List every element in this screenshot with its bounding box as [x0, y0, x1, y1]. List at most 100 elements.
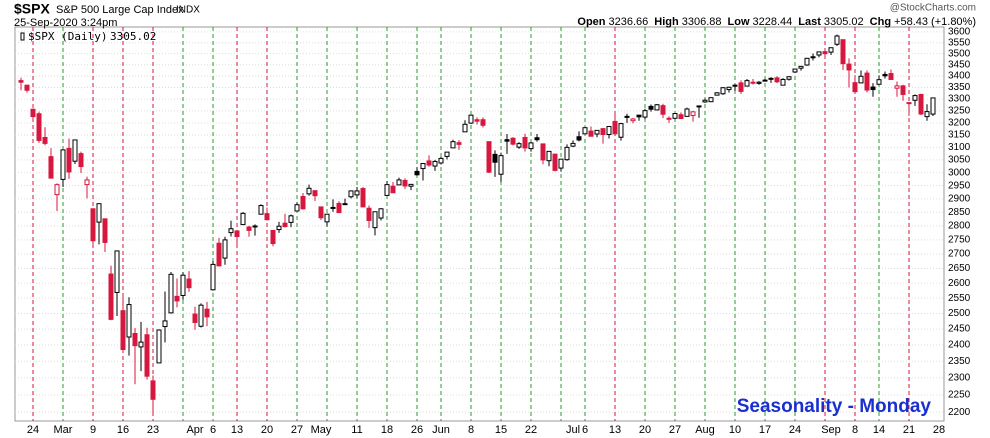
candle-body — [18, 80, 24, 83]
candle-body — [186, 278, 192, 289]
y-tick-label: 2800 — [948, 221, 971, 232]
candle-body — [126, 304, 132, 338]
candle-body — [66, 147, 72, 173]
y-tick-label: 2450 — [948, 324, 971, 335]
y-tick-label: 3350 — [948, 82, 971, 93]
candle-body — [834, 35, 840, 45]
candle-body — [54, 184, 60, 196]
candle-body — [444, 151, 450, 157]
x-tick-label: 10 — [729, 424, 741, 436]
x-tick-label: Mar — [54, 424, 73, 436]
candle-body — [96, 203, 102, 223]
stat-value: 3236.66 — [609, 16, 649, 28]
y-tick-label: 3450 — [948, 59, 971, 70]
legend: $SPX (Daily) 3305.02 — [20, 30, 156, 43]
candle-body — [144, 334, 150, 377]
y-tick-label: 3400 — [948, 71, 971, 82]
candle-body — [294, 204, 300, 212]
candle-body — [732, 84, 738, 87]
candle-body — [36, 113, 42, 141]
candle-body — [192, 313, 198, 323]
candle-body — [384, 184, 390, 196]
candle-body — [768, 77, 774, 80]
candle-body — [222, 239, 228, 259]
x-tick-label: Aug — [695, 424, 715, 436]
y-tick-label: 2600 — [948, 278, 971, 289]
index-name: S&P 500 Large Cap Index — [56, 4, 184, 16]
candle-body — [672, 113, 678, 119]
candle-body — [648, 105, 654, 110]
candle-body — [918, 93, 924, 115]
x-tick-label: 27 — [669, 424, 681, 436]
x-tick-label: Jul — [566, 424, 580, 436]
stat-label: Chg — [870, 16, 891, 28]
candle-body — [678, 114, 684, 120]
candle-body — [240, 212, 246, 226]
candle-body — [564, 146, 570, 161]
candle-body — [840, 39, 846, 65]
x-tick-label: Sep — [821, 424, 841, 436]
candle-body — [780, 78, 786, 86]
candle-body — [354, 190, 360, 196]
candle-body — [528, 142, 534, 150]
candle-body — [714, 92, 720, 96]
candle-body — [366, 207, 372, 221]
x-tick-label: 18 — [381, 424, 393, 436]
candle-body — [360, 188, 366, 208]
candle-body — [438, 157, 444, 164]
candle-body — [162, 320, 168, 328]
candle-body — [534, 137, 540, 141]
exchange: INDX — [176, 5, 200, 16]
candle-body — [492, 153, 498, 163]
y-tick-label: 3100 — [948, 142, 971, 153]
candle-body — [666, 117, 672, 120]
candle-body — [738, 82, 744, 92]
candle-body — [336, 202, 342, 214]
candle-body — [816, 51, 822, 56]
candle-body — [330, 206, 336, 209]
candle-body — [180, 274, 186, 296]
candle-body — [90, 208, 96, 242]
candle-body — [828, 47, 834, 53]
x-tick-label: 23 — [147, 424, 159, 436]
candle-body — [402, 179, 408, 187]
plot-frame — [14, 26, 945, 422]
stat-label: Low — [728, 16, 750, 28]
x-tick-label: 8 — [852, 424, 858, 436]
stat-value: 3306.88 — [682, 16, 722, 28]
symbol: $SPX — [14, 1, 50, 17]
candle-body — [570, 142, 576, 147]
candle-body — [84, 179, 90, 186]
x-tick-label: 6 — [210, 424, 216, 436]
marks — [18, 34, 936, 415]
candle-body — [390, 185, 396, 194]
candle-body — [540, 143, 546, 161]
candle-body — [132, 332, 138, 347]
candle-body — [708, 97, 714, 103]
stats: Open 3236.66 High 3306.88 Low 3228.44 Last 3305… — [577, 16, 976, 28]
candle-body — [60, 149, 66, 180]
candle-body — [138, 341, 144, 348]
stat-label: Open — [577, 16, 605, 28]
candle-body — [108, 273, 114, 320]
y-tick-label: 3600 — [948, 27, 971, 38]
candle-body — [510, 137, 516, 145]
candle-body — [168, 273, 174, 314]
candle-body — [246, 226, 252, 231]
x-tick-label: 24 — [27, 424, 39, 436]
candle-body — [318, 206, 324, 219]
candle-body — [30, 108, 36, 118]
candle-body — [888, 73, 894, 80]
candle-body — [204, 308, 210, 318]
watermark: @StockCharts.com — [890, 3, 976, 14]
x-tick-label: May — [311, 424, 332, 436]
candle-body — [324, 213, 330, 223]
candle-body — [642, 110, 648, 118]
candle-body — [312, 190, 318, 197]
y-tick-label: 2550 — [948, 293, 971, 304]
candle-body — [594, 129, 600, 135]
candle-body — [372, 211, 378, 229]
candle-body — [498, 155, 504, 175]
x-tick-label: 20 — [639, 424, 651, 436]
